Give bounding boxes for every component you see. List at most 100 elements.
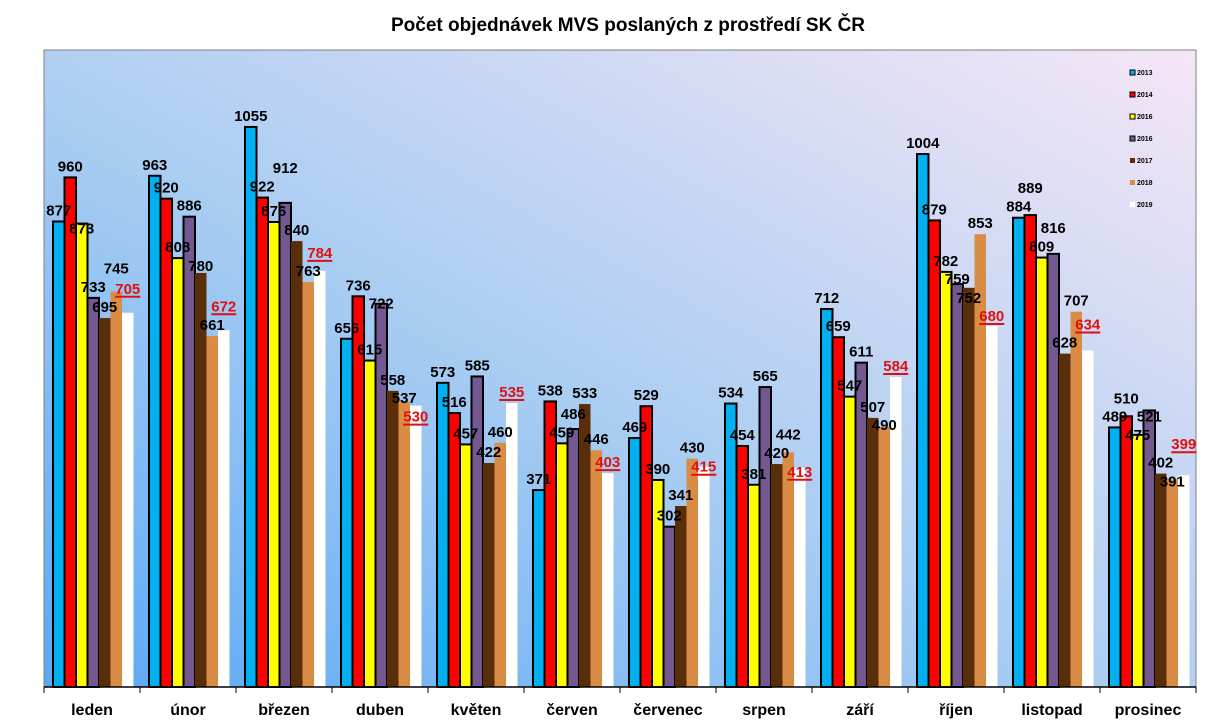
bar-2013-říjen — [916, 153, 930, 688]
data-label: 615 — [357, 342, 382, 359]
bar-2013-květen — [436, 381, 450, 688]
data-label: 722 — [369, 296, 394, 313]
bar-2016-srpen — [758, 386, 772, 688]
x-tick-label: září — [846, 702, 874, 719]
data-label: 521 — [1137, 408, 1162, 425]
x-tick-label: duben — [356, 702, 404, 719]
data-label: 877 — [46, 202, 71, 219]
data-label: 486 — [561, 406, 586, 423]
bar-2016-květen — [470, 375, 484, 688]
bar-2019-květen — [506, 403, 518, 687]
data-label: 489 — [1102, 408, 1127, 425]
bar-2017-únor — [195, 272, 207, 687]
bar-2016-červenec — [662, 525, 676, 689]
legend-swatch — [1129, 113, 1136, 120]
bar-2018-srpen — [782, 452, 794, 687]
bar-2018-leden — [110, 291, 122, 687]
data-label: 876 — [261, 203, 286, 220]
bar-2016-duben — [363, 359, 377, 688]
bar-2016-březen — [278, 201, 292, 688]
data-label: 538 — [538, 382, 563, 399]
bar-2019-leden — [122, 312, 134, 687]
legend-swatch — [1130, 180, 1135, 185]
bar-2013-červen — [532, 489, 546, 688]
bar-2017-červenec — [675, 505, 687, 687]
bar-2019-listopad — [1082, 350, 1094, 687]
data-label: 516 — [442, 394, 467, 411]
data-label: 745 — [104, 261, 129, 278]
data-label: 399 — [1171, 436, 1196, 453]
data-label: 413 — [787, 464, 812, 481]
x-tick-label: srpen — [742, 702, 786, 719]
bar-2018-duben — [398, 401, 410, 687]
bar-2019-září — [890, 376, 902, 687]
bar-2016-leden — [86, 296, 100, 688]
chart-title: Počet objednávek MVS poslaných z prostře… — [391, 14, 865, 36]
bar-2018-listopad — [1070, 311, 1082, 687]
bar-2017-březen — [291, 241, 303, 687]
bar-2017-září — [867, 417, 879, 687]
data-label: 529 — [634, 387, 659, 404]
data-label: 454 — [730, 427, 756, 444]
data-label: 634 — [1075, 316, 1101, 333]
bar-2019-duben — [410, 405, 422, 687]
data-label: 922 — [250, 179, 275, 196]
legend-label: 2017 — [1137, 158, 1153, 165]
data-label: 780 — [188, 258, 213, 275]
bar-2018-červen — [590, 450, 602, 687]
legend-label: 2014 — [1137, 92, 1153, 99]
x-tick-label: říjen — [939, 702, 973, 719]
data-label: 537 — [392, 390, 417, 407]
x-tick-label: květen — [451, 702, 502, 719]
bar-2014-leden — [63, 176, 77, 688]
data-label: 659 — [826, 318, 851, 335]
data-label: 490 — [872, 417, 897, 434]
x-tick-label: listopad — [1021, 702, 1082, 719]
data-label: 430 — [680, 440, 705, 457]
legend-label: 2018 — [1137, 180, 1153, 187]
data-label: 884 — [1006, 199, 1032, 216]
data-label: 672 — [211, 298, 236, 315]
data-label: 460 — [488, 424, 513, 441]
bar-2016-listopad — [1035, 256, 1049, 688]
data-label: 534 — [718, 385, 744, 402]
data-label: 886 — [177, 198, 202, 215]
data-label: 341 — [668, 487, 693, 504]
bar-2013-listopad — [1012, 216, 1026, 688]
data-label: 733 — [81, 279, 106, 296]
x-tick-label: červenec — [633, 702, 702, 719]
legend-label: 2013 — [1137, 70, 1153, 77]
data-label: 840 — [284, 222, 309, 239]
x-tick-label: leden — [71, 702, 113, 719]
data-label: 459 — [549, 424, 574, 441]
bar-2016-prosinec — [1142, 409, 1156, 688]
data-label: 873 — [69, 221, 94, 238]
bar-2016-červen — [566, 428, 580, 688]
bar-2017-říjen — [963, 287, 975, 687]
data-label: 963 — [142, 157, 167, 174]
data-label: 302 — [657, 508, 682, 525]
data-label: 736 — [346, 277, 371, 294]
bar-2016-říjen — [939, 270, 953, 688]
bar-2013-září — [820, 308, 834, 688]
data-label: 712 — [814, 290, 839, 307]
bar-2016-únor — [171, 257, 185, 688]
x-tick-label: červen — [546, 702, 598, 719]
x-tick-label: březen — [258, 702, 310, 719]
plot-area — [43, 49, 1197, 688]
bar-2014-březen — [255, 196, 269, 689]
legend-label: 2019 — [1137, 202, 1153, 209]
legend-swatch — [1129, 91, 1136, 98]
bar-2017-červen — [579, 404, 591, 687]
data-label: 422 — [476, 444, 501, 461]
data-label: 565 — [753, 368, 778, 385]
data-label: 457 — [453, 425, 478, 442]
data-label: 585 — [465, 357, 490, 374]
legend-swatch — [1130, 158, 1135, 163]
bar-2018-březen — [302, 281, 314, 687]
bar-2016-březen — [267, 220, 281, 689]
data-label: 415 — [691, 459, 716, 476]
legend-label: 2016 — [1137, 114, 1153, 121]
data-label: 879 — [922, 201, 947, 218]
